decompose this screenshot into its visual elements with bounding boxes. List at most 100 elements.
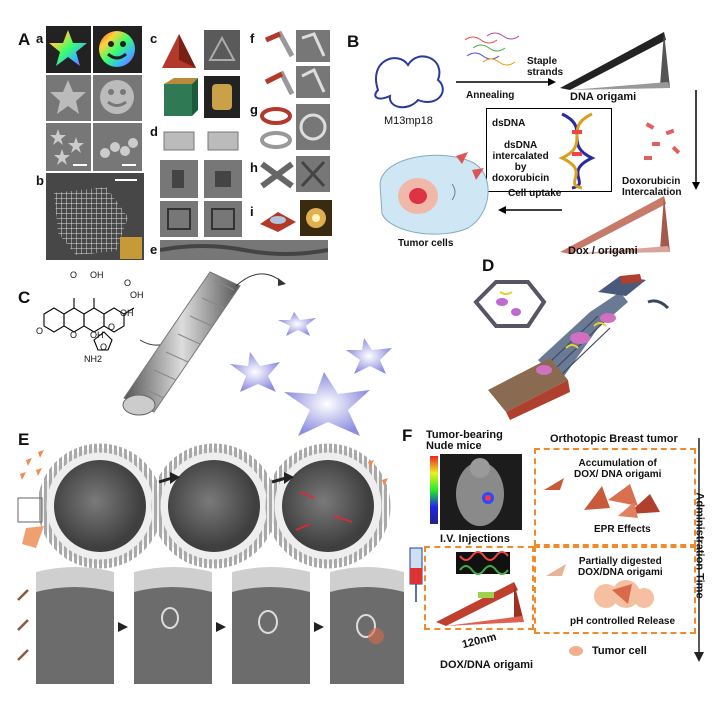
panel-a-sub-d: d xyxy=(150,124,158,139)
tube-tem-1 xyxy=(160,160,198,198)
tube-tem-4 xyxy=(204,201,242,237)
dox-dna-model xyxy=(436,551,524,626)
smiley-many-image xyxy=(93,123,142,171)
tube-tem-3 xyxy=(160,201,198,237)
chem-label-o2: O xyxy=(124,278,132,288)
panel-f-letter: F xyxy=(402,426,413,445)
smiley-afm-image xyxy=(93,75,142,121)
lattice-image xyxy=(46,173,144,260)
chem-label-oh4: OH xyxy=(90,330,104,340)
release-burst-icon xyxy=(594,580,654,608)
panel-a-sub-i: i xyxy=(250,204,254,219)
dna-origami-triangle xyxy=(560,32,670,90)
tube-tem-2 xyxy=(204,160,242,198)
panel-a-sub-b: b xyxy=(36,173,44,188)
panel-c-letter: C xyxy=(18,288,31,307)
ph-label: pH controlled Release xyxy=(570,616,676,627)
chem-label-o4: O xyxy=(36,326,44,336)
platform-model xyxy=(260,212,296,232)
twist-model xyxy=(260,161,294,189)
epr-label: EPR Effects xyxy=(594,524,651,535)
arrow-intercalation xyxy=(692,90,700,190)
panel-e-letter: E xyxy=(18,430,30,449)
ring-tem xyxy=(296,104,330,150)
panel-a-letter: A xyxy=(18,30,31,49)
panel-b-letter: B xyxy=(347,32,360,51)
tumor-cells-label: Tumor cells xyxy=(398,238,454,249)
origami-triangle-small xyxy=(544,478,564,490)
platform-afm xyxy=(300,200,332,236)
staple-label: Staple strands xyxy=(527,56,564,78)
star-color-image xyxy=(46,26,91,73)
chem-label-o6: O xyxy=(100,342,108,352)
admin-time-label: Administration Time xyxy=(693,492,706,599)
scale-bar xyxy=(115,179,137,181)
arrow-annealing xyxy=(456,78,556,86)
time-arrow xyxy=(694,438,704,662)
twist-tem xyxy=(296,156,330,192)
digest-small-icon xyxy=(546,564,566,576)
cell-uptake-sequence xyxy=(17,443,404,684)
dsdna-label: dsDNA xyxy=(492,118,526,129)
tetrahedron-model xyxy=(162,34,196,68)
tumor-label: Orthotopic Breast tumor xyxy=(550,433,678,445)
smiley-color-image xyxy=(93,26,142,73)
origami-sheet-model xyxy=(473,274,670,420)
panel-a-sub-h: h xyxy=(250,160,258,175)
doxorubicin-structure xyxy=(43,298,135,351)
scaffold-loop-icon xyxy=(374,55,444,109)
panel-d-letter: D xyxy=(482,256,495,275)
mice-label: Tumor-bearing Nude mice xyxy=(426,429,503,452)
chem-label-o5: O xyxy=(108,322,116,332)
uptake-label: Cell uptake xyxy=(508,188,562,199)
arrow-uptake xyxy=(498,206,562,214)
panel-a-sub-a: a xyxy=(36,31,44,46)
helix-bundle-icon xyxy=(122,271,241,416)
tetrahedron-tem xyxy=(204,30,240,70)
mouse-imaging xyxy=(440,454,522,530)
digested-label: Partially digested DOX/DNA origami xyxy=(578,556,663,578)
bent-tem-1 xyxy=(296,30,330,62)
chem-label-o1: O xyxy=(70,270,78,280)
ring-model xyxy=(260,107,292,149)
bent-model-1 xyxy=(265,30,295,58)
chem-label-oh1: OH xyxy=(90,270,104,280)
arrow-c-2 xyxy=(235,273,286,287)
accum-label: Accumulation of DOX/ DNA origami xyxy=(574,458,662,480)
size-label: 120nm xyxy=(460,630,498,652)
dna-origami-label: DNA origami xyxy=(570,91,637,103)
panel-a-sub-g: g xyxy=(250,102,258,117)
box-model xyxy=(164,78,198,116)
tube-model-1 xyxy=(160,126,198,156)
intercalation-inset xyxy=(486,108,612,192)
tumor-cell-label: Tumor cell xyxy=(592,645,647,657)
release-dashed-box xyxy=(534,546,696,634)
syringe-icon xyxy=(409,547,423,602)
panel-a-sub-e: e xyxy=(150,242,158,257)
star-particles-icon xyxy=(230,312,392,436)
dox-origami-label: Dox / origami xyxy=(568,245,638,257)
staple-strands-icon xyxy=(464,32,520,66)
panel-a-sub-f: f xyxy=(250,31,255,46)
dox-dashed-box xyxy=(424,546,534,630)
scale-bar xyxy=(73,164,87,166)
small-triangles-icon xyxy=(456,152,484,180)
chem-label-nh2: NH2 xyxy=(84,354,103,364)
scaffold-label: M13mp18 xyxy=(384,115,433,127)
box-tem xyxy=(204,76,240,118)
accum-origami-icon xyxy=(584,484,660,518)
stars-many-image xyxy=(46,123,91,171)
bent-model-2 xyxy=(264,70,295,96)
tumor-cell-small-icon xyxy=(569,646,583,656)
ribbon-tem xyxy=(160,240,328,260)
annealing-label: Annealing xyxy=(466,90,515,101)
dox-origami-triangle xyxy=(560,196,670,254)
tumor-dashed-box xyxy=(534,448,696,546)
scale-bar xyxy=(122,164,136,166)
panel-a-sub-c: c xyxy=(150,31,158,46)
dsdna-intercalated-label: dsDNA intercalated by doxorubicin xyxy=(492,140,550,184)
tube-model-2 xyxy=(204,126,242,156)
intercalation-label: Doxorubicin Intercalation xyxy=(622,176,682,198)
imaging-colorbar xyxy=(430,456,438,524)
dna-helix-icon xyxy=(558,112,596,190)
